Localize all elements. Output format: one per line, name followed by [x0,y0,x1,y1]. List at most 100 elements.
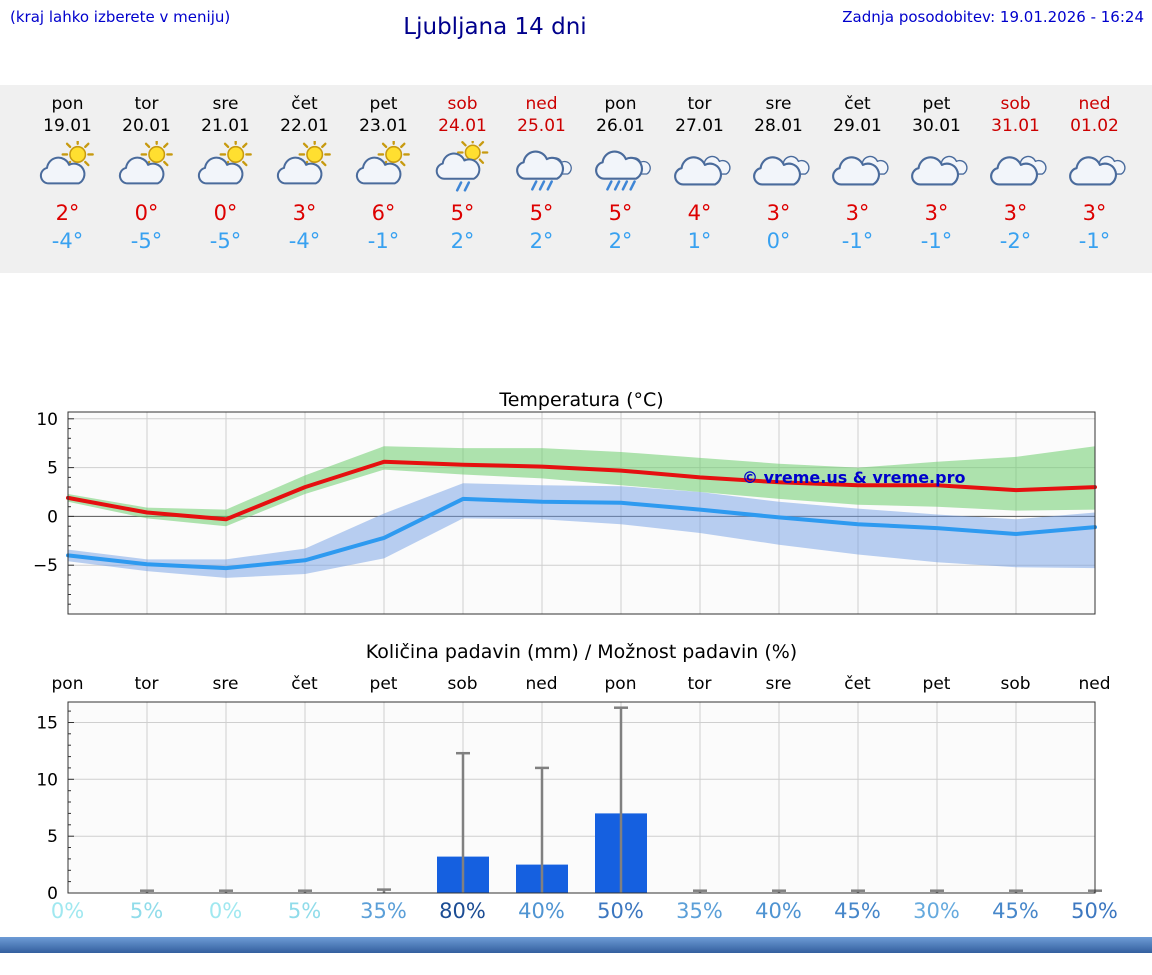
day-name: čet [291,94,318,114]
precipitation-chart: 0 5 10 15 [36,701,1102,900]
day-max-temp: 2° [55,201,80,225]
precip-day-label: pon [604,674,637,694]
day-date: 20.01 [122,116,171,136]
day-date: 01.02 [1070,116,1119,136]
forecast-day-5[interactable]: pet 23.01 6° -1° [344,93,423,273]
svg-text:0: 0 [47,507,58,527]
svg-text:−5: −5 [33,556,58,576]
forecast-day-3[interactable]: sre 21.01 0° -5° [186,93,265,273]
day-date: 25.01 [517,116,566,136]
day-min-temp: 2° [529,229,554,253]
page-title: Ljubljana 14 dni [403,14,587,40]
day-date: 24.01 [438,116,487,136]
precip-probability: 45% [992,899,1039,923]
last-update-label: Zadnja posodobitev: 19.01.2026 - 16:24 [842,8,1144,26]
day-date: 27.01 [675,116,724,136]
day-date: 29.01 [833,116,882,136]
footer-bar [0,937,1152,953]
precip-probability: 35% [676,899,723,923]
day-max-temp: 6° [371,201,396,225]
day-min-temp: -1° [367,229,400,253]
day-date: 31.01 [991,116,1040,136]
day-max-temp: 3° [845,201,870,225]
precip-day-label: čet [844,674,871,694]
svg-text:15: 15 [36,714,58,734]
forecast-day-9[interactable]: tor 27.01 4° 1° [660,93,739,273]
svg-text:0: 0 [47,884,58,900]
temperature-chart: −5 0 5 10 [33,410,1097,615]
temperature-chart-title: Temperatura (°C) [499,389,664,411]
partly-sunny-icon [116,138,178,195]
forecast-day-11[interactable]: čet 29.01 3° -1° [818,93,897,273]
day-name: tor [687,94,712,114]
forecast-day-8[interactable]: pon 26.01 5° 2° [581,93,660,273]
day-max-temp: 3° [924,201,949,225]
day-max-temp: 3° [1003,201,1028,225]
precip-day-label: tor [687,674,712,694]
precip-day-label: pon [51,674,84,694]
precip-probability: 40% [755,899,802,923]
cloudy-icon [1064,141,1126,195]
precip-day-label: pet [922,674,951,694]
cloudy-icon [985,141,1047,195]
precip-probability: 30% [913,899,960,923]
svg-text:5: 5 [47,827,58,847]
precip-probability: 50% [597,899,644,923]
forecast-day-4[interactable]: čet 22.01 3° -4° [265,93,344,273]
day-min-temp: 2° [608,229,633,253]
day-min-temp: -5° [130,229,163,253]
precip-day-label: sre [765,674,792,694]
forecast-day-1[interactable]: pon 19.01 2° -4° [28,93,107,273]
day-name: sob [447,94,478,114]
partly-sunny-icon [353,138,415,195]
precip-day-label: sre [212,674,239,694]
precip-day-label: sob [1000,674,1031,694]
precip-probability: 45% [834,899,881,923]
forecast-day-6[interactable]: sob 24.01 5° 2° [423,93,502,273]
precip-probability: 80% [439,899,486,923]
precip-probability: 35% [360,899,407,923]
precip-day-label: ned [1078,674,1111,694]
precip-probability: 50% [1071,899,1118,923]
precip-probability: 0% [50,899,85,923]
day-date: 28.01 [754,116,803,136]
forecast-day-12[interactable]: pet 30.01 3° -1° [897,93,976,273]
day-min-temp: -5° [209,229,242,253]
watermark-link[interactable]: © vreme.us & vreme.pro [742,468,966,487]
day-max-temp: 5° [529,201,554,225]
cloudy-icon [669,141,731,195]
menu-hint-link[interactable]: (kraj lahko izberete v meniju) [10,8,231,26]
day-max-temp: 0° [134,201,159,225]
day-name: sob [1000,94,1031,114]
day-max-temp: 0° [213,201,238,225]
precip-probability: 5% [129,899,164,923]
day-name: sre [212,94,239,114]
day-date: 19.01 [43,116,92,136]
day-name: tor [134,94,159,114]
day-min-temp: -1° [920,229,953,253]
forecast-day-10[interactable]: sre 28.01 3° 0° [739,93,818,273]
forecast-day-13[interactable]: sob 31.01 3° -2° [976,93,1055,273]
day-min-temp: -4° [51,229,84,253]
forecast-day-2[interactable]: tor 20.01 0° -5° [107,93,186,273]
day-name: pet [922,94,951,114]
precip-probability: 40% [518,899,565,923]
partly-sunny-icon [37,138,99,195]
forecast-day-14[interactable]: ned 01.02 3° -1° [1055,93,1134,273]
precip-day-label: čet [291,674,318,694]
day-date: 30.01 [912,116,961,136]
precip-day-label: sob [447,674,478,694]
day-max-temp: 5° [450,201,475,225]
partly-sunny-icon [195,138,257,195]
day-max-temp: 5° [608,201,633,225]
cloudy-icon [906,141,968,195]
precip-day-label: tor [134,674,159,694]
precip-day-label: pet [369,674,398,694]
day-max-temp: 3° [292,201,317,225]
precipitation-chart-title: Količina padavin (mm) / Možnost padavin … [365,641,798,663]
day-name: sre [765,94,792,114]
forecast-day-7[interactable]: ned 25.01 5° 2° [502,93,581,273]
precip-probability: 0% [208,899,243,923]
day-name: pon [51,94,84,114]
day-name: čet [844,94,871,114]
